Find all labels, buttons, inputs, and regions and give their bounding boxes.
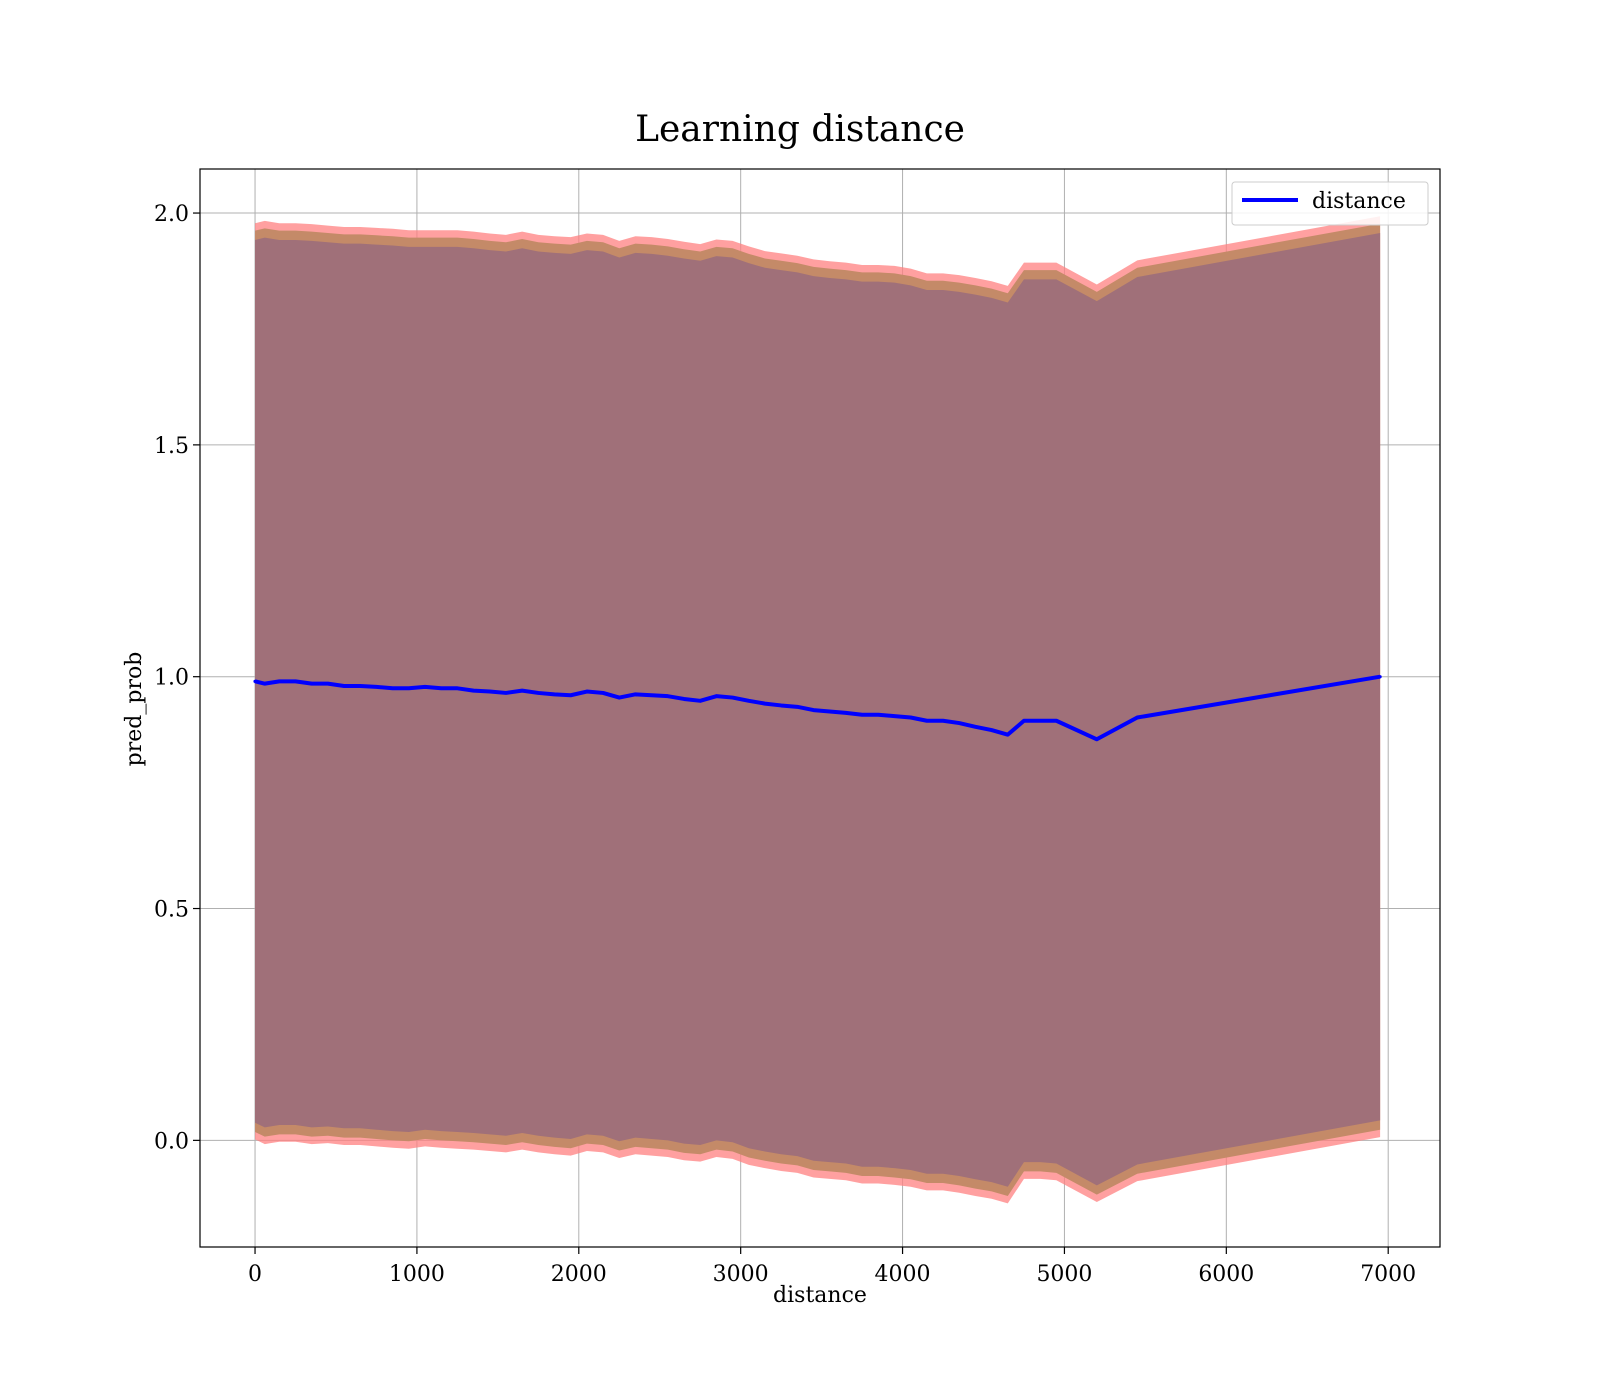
data-point bbox=[714, 694, 718, 698]
data-point bbox=[1022, 719, 1026, 723]
data-point bbox=[892, 714, 897, 718]
data-point bbox=[747, 699, 751, 703]
data-point bbox=[1054, 719, 1058, 723]
data-point bbox=[552, 692, 557, 696]
data-point bbox=[698, 699, 702, 703]
data-point bbox=[374, 685, 379, 689]
data-point bbox=[253, 679, 257, 683]
data-point bbox=[293, 679, 298, 683]
x-tick-label: 7000 bbox=[1360, 1262, 1416, 1287]
data-point bbox=[828, 709, 832, 714]
data-point bbox=[957, 721, 961, 725]
x-axis-ticks: 0 1000 2000 3000 4000 5000 6000 7000 bbox=[248, 1247, 1416, 1287]
data-point bbox=[504, 691, 508, 695]
data-point bbox=[973, 725, 978, 729]
data-point bbox=[520, 689, 524, 693]
data-point bbox=[925, 719, 929, 723]
chart-title: Learning distance bbox=[635, 109, 965, 150]
data-point bbox=[1378, 675, 1382, 679]
data-point bbox=[439, 686, 443, 690]
y-tick-label: 0.5 bbox=[154, 898, 189, 923]
data-point bbox=[1038, 719, 1042, 723]
data-point bbox=[730, 695, 735, 700]
data-point bbox=[342, 684, 346, 688]
data-point bbox=[471, 689, 476, 693]
data-point bbox=[989, 728, 994, 732]
legend-box bbox=[1231, 181, 1429, 226]
data-point bbox=[488, 689, 492, 694]
x-tick-label: 5000 bbox=[1036, 1262, 1092, 1287]
legend: distance bbox=[1231, 181, 1429, 226]
data-point bbox=[666, 694, 670, 698]
plot-frame bbox=[199, 168, 1441, 1248]
data-point bbox=[601, 691, 605, 695]
data-point bbox=[941, 719, 945, 723]
y-axis-label: pred_prob bbox=[122, 652, 147, 767]
data-point bbox=[358, 684, 362, 688]
y-tick-label: 1.5 bbox=[154, 434, 189, 459]
y-tick-label: 1.0 bbox=[154, 666, 189, 691]
data-point bbox=[391, 686, 395, 690]
legend-label-distance: distance bbox=[1312, 189, 1406, 214]
data-point bbox=[763, 701, 767, 706]
data-point bbox=[1006, 733, 1010, 737]
series-line-distance bbox=[254, 674, 1381, 742]
y-tick-label: 0.0 bbox=[154, 1129, 189, 1154]
data-point bbox=[407, 686, 411, 690]
data-point bbox=[811, 708, 816, 712]
data-point bbox=[1135, 715, 1139, 720]
data-point bbox=[617, 695, 621, 700]
y-axis-ticks: 0.0 0.5 1.0 1.5 2.0 bbox=[154, 202, 200, 1154]
data-point bbox=[423, 685, 427, 689]
data-point bbox=[569, 693, 573, 697]
x-tick-label: 6000 bbox=[1198, 1262, 1254, 1287]
data-point bbox=[1095, 737, 1099, 741]
data-point bbox=[860, 713, 864, 717]
data-point bbox=[779, 703, 783, 708]
y-tick-label: 2.0 bbox=[154, 202, 189, 227]
data-point bbox=[795, 705, 799, 709]
x-axis-label: distance bbox=[773, 1283, 867, 1308]
data-point bbox=[876, 713, 880, 717]
data-point bbox=[909, 715, 913, 720]
data-point bbox=[310, 682, 314, 686]
data-point bbox=[263, 682, 267, 686]
data-point bbox=[536, 691, 540, 695]
data-point bbox=[682, 697, 686, 701]
data-point bbox=[844, 711, 848, 715]
x-tick-label: 3000 bbox=[713, 1262, 769, 1287]
data-point bbox=[650, 693, 654, 697]
x-tick-label: 2000 bbox=[551, 1262, 607, 1287]
x-tick-label: 1000 bbox=[389, 1262, 445, 1287]
data-point bbox=[585, 689, 589, 694]
data-point bbox=[633, 692, 638, 696]
x-tick-label: 0 bbox=[248, 1262, 262, 1287]
data-point bbox=[326, 682, 330, 686]
series-lines bbox=[253, 674, 1382, 742]
data-point bbox=[277, 679, 281, 683]
data-point bbox=[455, 686, 459, 690]
x-tick-label: 4000 bbox=[875, 1262, 931, 1287]
